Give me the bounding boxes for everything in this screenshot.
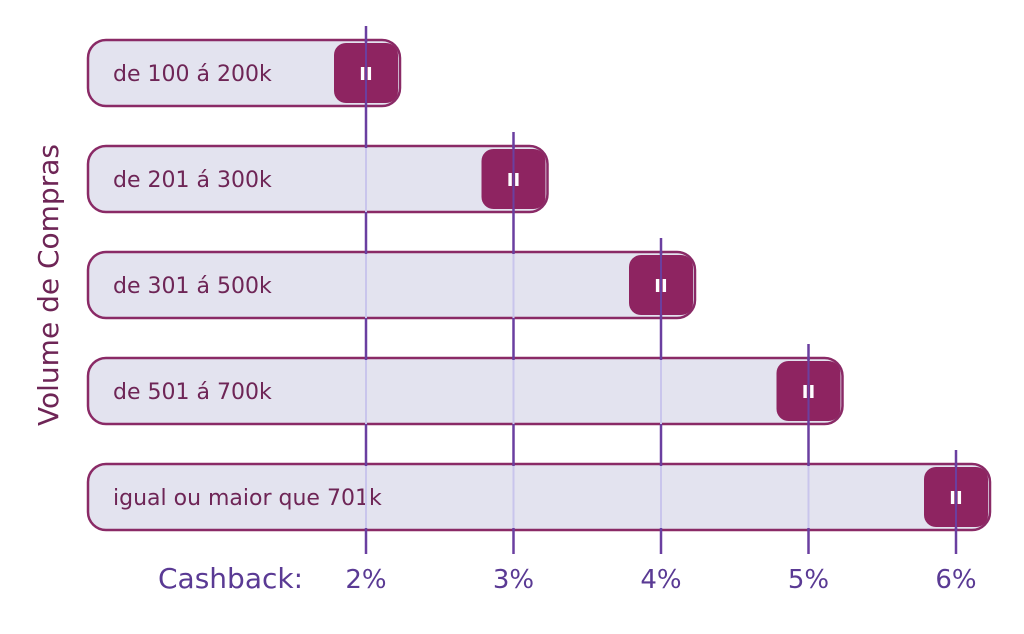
y-axis-title: Volume de Compras xyxy=(32,144,65,426)
bars-layer: de 100 á 200k de 201 á 300k de 301 á 500k d… xyxy=(86,38,992,532)
bar-label: igual ou maior que 701k xyxy=(113,486,382,511)
bar-label: de 100 á 200k xyxy=(113,62,272,87)
x-tick-label: 6% xyxy=(935,565,976,595)
bar-label: de 201 á 300k xyxy=(113,168,272,193)
bar-label: de 501 á 700k xyxy=(113,380,272,405)
handle-icon: II xyxy=(802,382,815,403)
bar xyxy=(86,250,697,320)
handle-icon: II xyxy=(654,276,667,297)
bar xyxy=(86,38,402,108)
x-tick-labels: 2% 3% 4% 5% 6% xyxy=(345,565,976,595)
bar xyxy=(86,356,844,426)
bar xyxy=(86,144,549,214)
handle-icon: II xyxy=(507,170,520,191)
x-tick-label: 4% xyxy=(640,565,681,595)
x-tick-label: 5% xyxy=(788,565,829,595)
bar-label: de 301 á 500k xyxy=(113,274,272,299)
x-axis-title: Cashback: xyxy=(158,562,303,595)
x-tick-label: 2% xyxy=(345,565,386,595)
handles-layer: II II II II II xyxy=(334,34,988,536)
bar xyxy=(86,462,992,532)
x-tick-label: 3% xyxy=(493,565,534,595)
handle-icon: II xyxy=(359,64,372,85)
handle-icon: II xyxy=(949,488,962,509)
